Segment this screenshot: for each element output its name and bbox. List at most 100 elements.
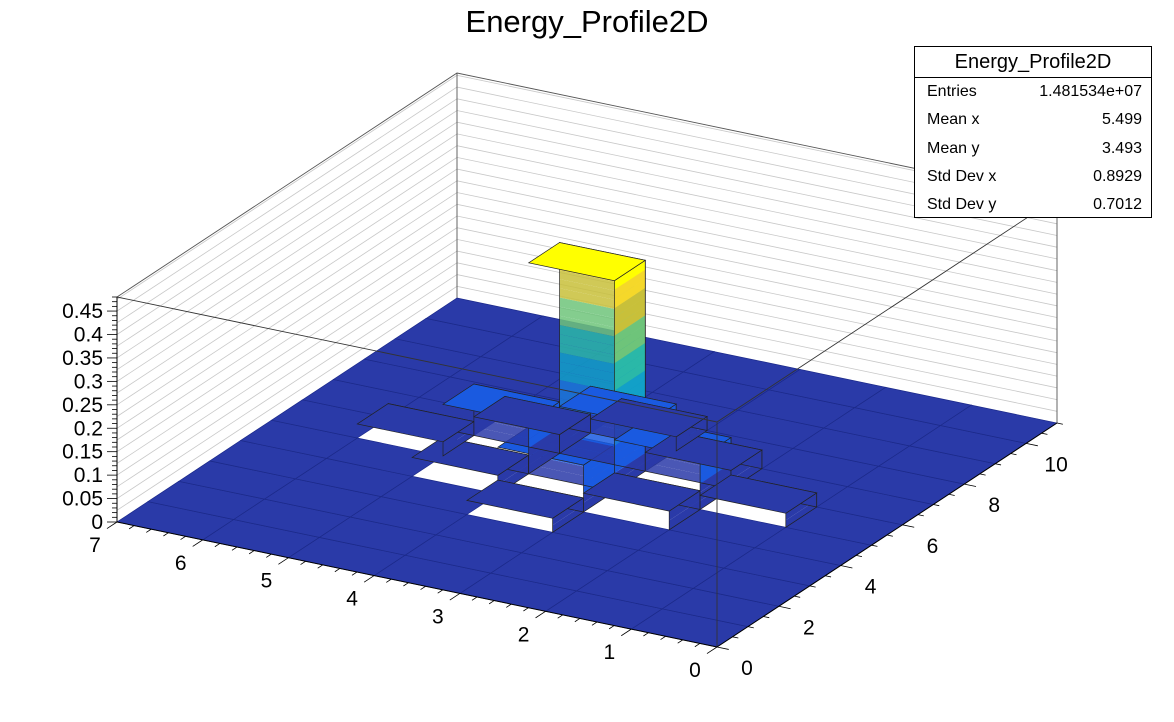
stats-title: Energy_Profile2D <box>915 47 1151 78</box>
front-frame <box>116 197 1058 647</box>
y-tick <box>106 521 118 529</box>
y-tick-label: 4 <box>346 588 358 611</box>
x-tick <box>933 504 940 507</box>
x-tick <box>871 544 878 547</box>
z-tick-label: 0.15 <box>62 441 103 464</box>
stats-value: 0.8929 <box>1093 167 1142 185</box>
x-tick <box>794 595 801 598</box>
y-tick <box>591 621 598 626</box>
bar-top <box>466 479 585 519</box>
y-tick-label: 2 <box>518 623 530 646</box>
x-tick-label: 10 <box>1044 453 1067 476</box>
stats-value: 0.7012 <box>1093 196 1142 214</box>
stats-label: Mean y <box>927 139 980 157</box>
stats-value: 5.499 <box>1101 111 1142 129</box>
x-tick <box>979 473 986 476</box>
y-tick-label: 3 <box>432 605 444 628</box>
x-tick <box>995 463 1002 466</box>
bar-top <box>527 242 647 282</box>
y-tick <box>248 550 255 555</box>
y-tick <box>403 582 409 587</box>
x-tick <box>1010 453 1017 456</box>
x-tick <box>886 534 893 537</box>
x-tick <box>948 493 955 496</box>
z-tick-label: 0 <box>91 511 103 534</box>
stats-label: Mean x <box>927 111 980 129</box>
stats-label: Std Dev y <box>927 196 997 214</box>
y-axis-line <box>116 521 718 648</box>
x-tick-label: 0 <box>741 657 753 680</box>
y-tick <box>231 546 238 551</box>
bar-front-slice <box>700 463 731 493</box>
stats-row-std-x: Std Dev x 0.8929 <box>915 163 1151 191</box>
back-wall <box>117 73 457 522</box>
bar-front-slice <box>676 416 708 444</box>
y-tick <box>334 568 341 573</box>
x-tick-label: 4 <box>865 576 877 599</box>
y-tick <box>214 543 221 548</box>
y-tick-label: 1 <box>603 641 615 664</box>
stats-row-mean-x: Mean x 5.499 <box>915 106 1151 134</box>
bars <box>356 242 818 533</box>
x-tick <box>902 524 915 528</box>
x-tick <box>809 585 816 588</box>
z-tick-label: 0.45 <box>62 300 103 323</box>
z-tick-label: 0.1 <box>74 464 103 487</box>
side-wall <box>457 73 1057 423</box>
z-tick-label: 0.3 <box>74 370 103 393</box>
y-tick <box>317 564 323 569</box>
x-tick <box>716 646 729 650</box>
stats-label: Entries <box>927 83 977 100</box>
z-tick-label: 0.25 <box>62 394 103 417</box>
y-tick-label: 0 <box>689 659 701 682</box>
bar-front-slice <box>552 504 584 533</box>
bar-front-slice <box>676 423 708 451</box>
z-tick-label: 0.35 <box>62 347 103 370</box>
x-tick <box>1041 432 1048 435</box>
axes: 00.050.10.150.20.250.30.350.40.450123456… <box>62 296 1068 682</box>
z-tick-label: 0.2 <box>74 417 103 440</box>
y-tick <box>471 596 478 601</box>
bar-front-slice <box>785 492 817 521</box>
bar-top <box>582 472 701 512</box>
chart-title: Energy_Profile2D <box>465 4 709 39</box>
x-tick-label: 8 <box>988 494 1000 517</box>
y-tick <box>128 525 135 530</box>
y-tick <box>506 603 512 608</box>
floor-cell <box>425 297 544 337</box>
x-tick <box>763 616 770 619</box>
y-tick <box>643 632 649 637</box>
y-tick <box>163 532 169 537</box>
y-tick <box>677 639 683 644</box>
bar-front-slice <box>785 499 817 528</box>
bar-top <box>699 474 818 514</box>
x-tick <box>732 636 739 639</box>
y-tick <box>535 610 546 619</box>
x-tick <box>1056 422 1063 425</box>
x-tick-label: 2 <box>803 616 815 639</box>
bar-top <box>356 403 475 443</box>
stats-row-std-y: Std Dev y 0.7012 <box>915 191 1151 219</box>
y-tick-label: 6 <box>175 552 187 575</box>
y-tick <box>300 560 306 565</box>
x-tick <box>917 514 924 517</box>
x-tick <box>964 483 977 487</box>
y-tick <box>386 578 392 583</box>
stats-value: 3.493 <box>1101 139 1142 157</box>
bar-front-slice <box>443 421 474 449</box>
y-tick <box>192 539 203 547</box>
x-tick <box>856 554 863 557</box>
y-tick <box>660 635 666 640</box>
bar-front-slice <box>528 436 560 466</box>
x-tick <box>840 565 853 569</box>
stats-row-entries: Entries 1.481534e+07 <box>915 78 1151 106</box>
x-tick <box>825 575 832 578</box>
stats-box: Energy_Profile2D Entries 1.481534e+07 Me… <box>914 46 1152 218</box>
y-tick <box>278 557 289 565</box>
x-tick <box>747 626 754 629</box>
y-tick <box>351 571 358 576</box>
y-tick <box>266 553 272 558</box>
back-frame <box>116 72 1058 522</box>
bar-top <box>589 398 708 438</box>
